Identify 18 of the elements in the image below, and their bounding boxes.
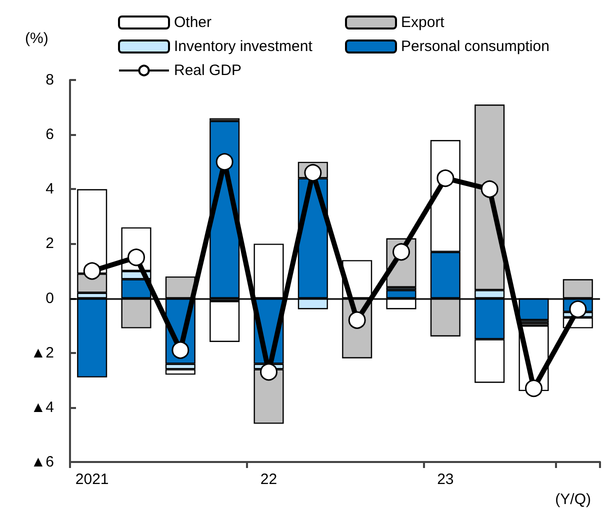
- y-tick-label: ▲2: [30, 344, 54, 362]
- legend-label: Inventory investment: [174, 38, 314, 55]
- y-tick-label: ▲4: [30, 398, 54, 416]
- y-tick-label: 6: [46, 126, 54, 144]
- x-tick-label: 23: [437, 471, 454, 488]
- y-tick-label: 4: [46, 180, 54, 198]
- legend-label: Export: [401, 14, 446, 31]
- y-tick-label: 2: [46, 235, 54, 252]
- y-tick-label: 8: [46, 72, 54, 88]
- y-tick-label: 0: [46, 290, 54, 307]
- legend-label: Other: [174, 14, 212, 31]
- x-tick-label: 22: [260, 471, 278, 488]
- legend-label: Personal consumption: [401, 38, 550, 55]
- y-axis-title: (%): [25, 30, 48, 47]
- x-axis-title: (Y/Q): [555, 491, 592, 508]
- y-tick-label: ▲6: [30, 454, 54, 470]
- x-tick-label: 2021: [75, 471, 109, 488]
- legend-label: Real GDP: [174, 62, 242, 79]
